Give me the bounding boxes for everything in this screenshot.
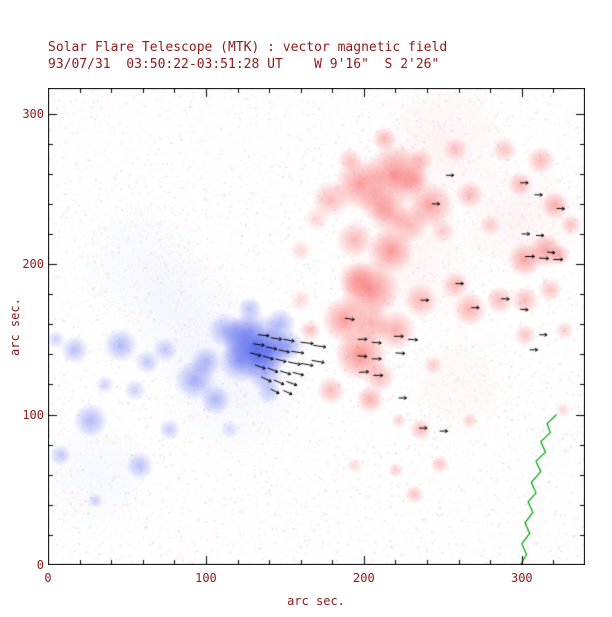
plot-subtitle: 93/07/31 03:50:22-03:51:28 UT W 9'16" S … [48, 57, 440, 72]
y-tick-label: 200 [22, 257, 44, 272]
y-axis-label: arc sec. [8, 298, 22, 356]
plot-title: Solar Flare Telescope (MTK) : vector mag… [48, 40, 448, 55]
x-tick-label: 200 [353, 571, 375, 585]
x-tick-label: 300 [510, 571, 533, 585]
y-tick-label: 0 [36, 558, 44, 572]
y-tick-label: 100 [22, 407, 44, 422]
x-axis-label: arc sec. [287, 594, 345, 608]
x-tick-label: 0 [44, 571, 52, 585]
y-tick-label: 300 [22, 106, 44, 121]
x-tick-label: 100 [195, 571, 217, 585]
magnetogram-canvas [48, 88, 585, 565]
